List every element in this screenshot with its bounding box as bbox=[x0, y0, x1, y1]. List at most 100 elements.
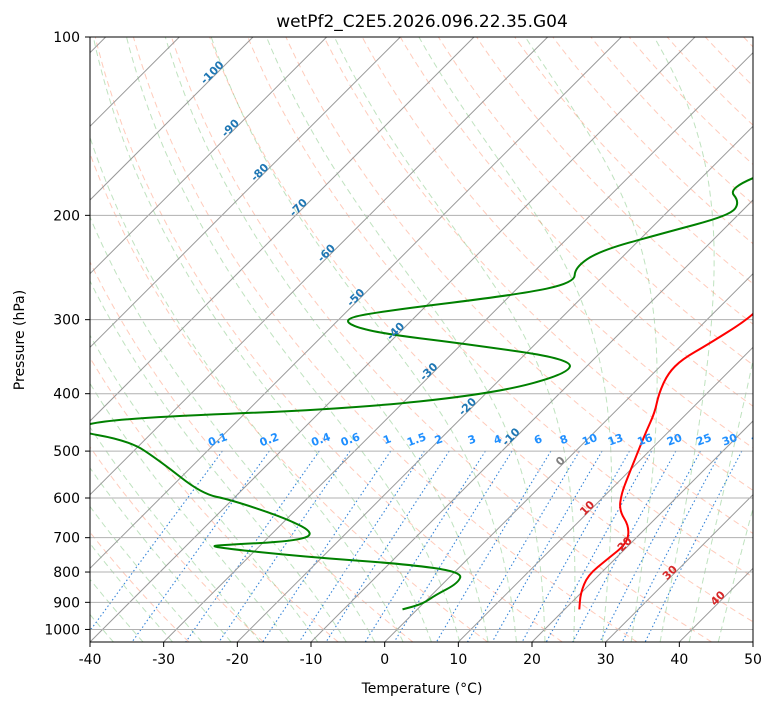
moist-adiabat bbox=[90, 542, 173, 642]
moist-adiabat bbox=[266, 37, 546, 642]
dry-adiabat bbox=[90, 446, 264, 642]
x-tick-label: 50 bbox=[744, 652, 762, 668]
isotherm-line bbox=[90, 37, 622, 570]
y-tick-label: 1000 bbox=[44, 622, 80, 638]
moist-adiabat bbox=[90, 334, 319, 642]
moist-adiabat bbox=[90, 578, 144, 642]
moist-adiabat bbox=[90, 382, 290, 642]
isotherm-line bbox=[310, 199, 753, 642]
dry-adiabat bbox=[628, 37, 753, 166]
y-tick-label: 100 bbox=[53, 30, 80, 46]
mixing-ratio-line bbox=[572, 450, 677, 642]
isotherm-line bbox=[605, 493, 753, 642]
isotherm-line bbox=[90, 37, 401, 349]
mixing-ratio-line bbox=[599, 450, 701, 642]
mixing-ratio-label: 36 bbox=[750, 431, 769, 449]
mixing-ratio-label: 3 bbox=[466, 432, 478, 447]
y-tick-label: 400 bbox=[53, 387, 80, 403]
dry-adiabat bbox=[476, 37, 753, 325]
temperature-line bbox=[578, 312, 753, 610]
x-tick-label: -10 bbox=[300, 652, 323, 668]
x-tick-label: 40 bbox=[670, 652, 688, 668]
x-tick-label: 30 bbox=[597, 652, 615, 668]
moist-adiabat bbox=[90, 215, 376, 642]
mixing-ratio-label: 4 bbox=[492, 432, 504, 447]
moist-adiabat bbox=[164, 37, 489, 642]
mixing-ratio-label: 0.6 bbox=[339, 430, 362, 449]
mixing-ratio-line bbox=[298, 450, 425, 642]
moist-adiabat bbox=[653, 37, 715, 642]
mixing-ratio-label: 1 bbox=[381, 432, 393, 447]
y-tick-label: 700 bbox=[53, 531, 80, 547]
isotherm-line bbox=[90, 37, 254, 201]
mixing-ratio-line bbox=[491, 450, 603, 642]
mixing-ratio-line bbox=[218, 450, 351, 642]
mixing-ratio-label: 1.5 bbox=[405, 430, 428, 449]
moist-adiabat bbox=[717, 506, 753, 642]
mixing-ratio-label: 0.2 bbox=[258, 430, 281, 449]
dry-adiabat bbox=[399, 37, 753, 407]
chart-title: wetPf2_C2E5.2026.096.22.35.G04 bbox=[276, 12, 568, 32]
dry-adiabat bbox=[514, 37, 753, 285]
moist-adiabat bbox=[126, 37, 461, 642]
dry-adiabat bbox=[90, 260, 414, 642]
mixing-ratio-label: 10 bbox=[580, 431, 599, 449]
x-axis-label: Temperature (°C) bbox=[361, 681, 483, 697]
x-tick-label: -40 bbox=[79, 652, 102, 668]
background-reference-lines bbox=[90, 37, 753, 642]
y-tick-label: 500 bbox=[53, 444, 80, 460]
y-axis: 100 200 300 400 500 600 700 800 900 1000 bbox=[44, 30, 90, 638]
isotherm-line bbox=[531, 420, 753, 642]
y-tick-label: 800 bbox=[53, 565, 80, 581]
mixing-ratio-line bbox=[621, 450, 722, 642]
moist-adiabat bbox=[210, 37, 517, 642]
mixing-ratio-line bbox=[90, 450, 223, 632]
x-tick-label: -30 bbox=[152, 652, 175, 668]
x-tick-label: 10 bbox=[449, 652, 467, 668]
mixing-ratio-line bbox=[185, 450, 320, 642]
isotherm-line bbox=[457, 346, 753, 642]
mixing-ratio-line bbox=[644, 450, 743, 642]
dry-adiabat bbox=[132, 37, 638, 642]
mixing-ratio-label: 2 bbox=[433, 432, 445, 447]
plot-frame bbox=[89, 36, 754, 643]
x-axis: -40 -30 -20 -10 0 10 20 30 40 50 bbox=[79, 642, 762, 668]
mixing-ratio-label: 13 bbox=[606, 431, 625, 448]
moist-adiabat bbox=[90, 467, 232, 642]
moist-adiabat bbox=[92, 37, 432, 642]
y-tick-label: 900 bbox=[53, 595, 80, 611]
mixing-ratio-label: 6 bbox=[532, 432, 544, 447]
x-tick-label: -20 bbox=[226, 652, 249, 668]
dry-adiabat bbox=[323, 37, 753, 491]
mixing-ratio-label: 25 bbox=[695, 431, 714, 448]
isotherm-line bbox=[90, 37, 549, 496]
isotherm-line bbox=[90, 37, 696, 642]
moist-adiabat bbox=[524, 37, 658, 642]
moist-adiabat bbox=[333, 37, 576, 642]
x-tick-label: 20 bbox=[523, 652, 541, 668]
y-tick-label: 600 bbox=[53, 491, 80, 507]
dry-adiabat bbox=[94, 37, 563, 642]
x-tick-label: 0 bbox=[380, 652, 389, 668]
mixing-ratio-label: 8 bbox=[558, 432, 570, 447]
moist-adiabat bbox=[90, 135, 404, 642]
moist-adiabat bbox=[418, 37, 613, 642]
y-tick-label: 300 bbox=[53, 313, 80, 329]
isotherm-line bbox=[236, 125, 753, 642]
isotherm-line bbox=[90, 37, 475, 422]
isotherm-line bbox=[384, 272, 753, 642]
moist-adiabat bbox=[90, 505, 203, 642]
mixing-ratio-line bbox=[521, 450, 630, 642]
mixing-ratio-line bbox=[262, 450, 392, 642]
mixing-ratio-label: 0.4 bbox=[309, 430, 332, 449]
isotherm-line bbox=[163, 51, 753, 642]
dry-adiabat bbox=[209, 37, 753, 623]
y-tick-label: 200 bbox=[53, 208, 80, 224]
mixing-ratio-label: 0.1 bbox=[206, 430, 229, 449]
y-axis-label: Pressure (hPa) bbox=[12, 290, 28, 390]
mixing-ratio-line bbox=[545, 450, 653, 642]
sounding-series bbox=[90, 177, 753, 611]
mixing-ratio-label: 20 bbox=[665, 431, 684, 449]
